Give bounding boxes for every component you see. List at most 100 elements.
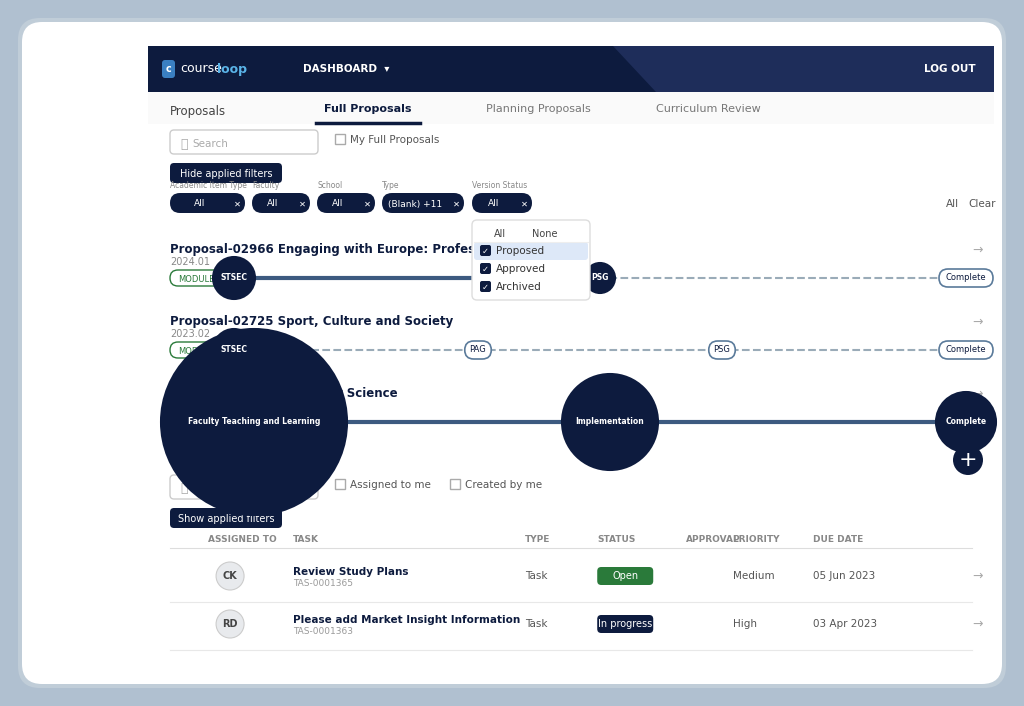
- Text: TAS-0001365: TAS-0001365: [293, 580, 352, 589]
- Text: 05 Jun 2023: 05 Jun 2023: [813, 571, 876, 581]
- Text: ✕: ✕: [520, 200, 527, 208]
- Text: Planning Proposals: Planning Proposals: [485, 104, 591, 114]
- Text: All: All: [333, 200, 344, 208]
- Text: High: High: [732, 619, 757, 629]
- Text: Complete: Complete: [945, 417, 986, 426]
- Circle shape: [161, 329, 347, 515]
- Text: →: →: [973, 570, 983, 582]
- Bar: [148, 46, 994, 92]
- Text: Full Proposals: Full Proposals: [325, 104, 412, 114]
- Text: My Full Proposals: My Full Proposals: [350, 135, 439, 145]
- Text: Academic Item Type: Academic Item Type: [170, 181, 247, 190]
- Text: 2022.02: 2022.02: [170, 401, 210, 411]
- Text: MODULE: MODULE: [178, 347, 214, 356]
- Text: Medium: Medium: [732, 571, 774, 581]
- Text: ✕: ✕: [364, 200, 371, 208]
- Circle shape: [216, 610, 244, 638]
- FancyBboxPatch shape: [18, 18, 1006, 688]
- Text: None: None: [532, 229, 557, 239]
- Text: All: All: [488, 200, 500, 208]
- Text: RD: RD: [222, 619, 238, 629]
- Text: TYPE: TYPE: [525, 535, 551, 544]
- FancyBboxPatch shape: [472, 220, 590, 300]
- Text: Version Status: Version Status: [472, 181, 527, 190]
- Text: →: →: [973, 316, 983, 328]
- Text: Faculty Teaching and Learning: Faculty Teaching and Learning: [187, 417, 321, 426]
- Circle shape: [585, 263, 615, 293]
- FancyBboxPatch shape: [472, 193, 532, 213]
- Text: All: All: [194, 200, 205, 208]
- Text: course: course: [180, 63, 222, 76]
- Text: Search: Search: [193, 139, 228, 149]
- Text: APPROVAL: APPROVAL: [686, 535, 739, 544]
- Circle shape: [936, 392, 996, 452]
- FancyBboxPatch shape: [170, 193, 245, 213]
- Text: Hide applied filters: Hide applied filters: [180, 169, 272, 179]
- Text: ✓: ✓: [481, 246, 488, 256]
- Text: Faculty: Faculty: [252, 181, 280, 190]
- Text: STSEC: STSEC: [220, 345, 248, 354]
- Text: DASHBOARD  ▾: DASHBOARD ▾: [303, 64, 389, 74]
- FancyBboxPatch shape: [597, 567, 653, 585]
- Text: ✕: ✕: [453, 200, 460, 208]
- Text: STATUS: STATUS: [597, 535, 636, 544]
- Text: DUE DATE: DUE DATE: [813, 535, 863, 544]
- Text: Complete: Complete: [946, 273, 986, 282]
- Circle shape: [216, 562, 244, 590]
- Text: PSG: PSG: [591, 273, 608, 282]
- FancyBboxPatch shape: [170, 163, 282, 183]
- Text: Created by me: Created by me: [465, 480, 542, 490]
- FancyBboxPatch shape: [709, 341, 735, 359]
- Bar: [450, 479, 460, 489]
- Text: Approved: Approved: [496, 264, 546, 274]
- Bar: [148, 46, 994, 680]
- Bar: [335, 479, 345, 489]
- Text: CK: CK: [222, 571, 238, 581]
- Text: Search: Search: [193, 483, 228, 493]
- Text: ASSIGNED TO: ASSIGNED TO: [208, 535, 276, 544]
- Text: ⌕: ⌕: [180, 138, 187, 150]
- Bar: [148, 92, 994, 124]
- Text: All: All: [946, 199, 959, 209]
- Text: 2024.01: 2024.01: [170, 257, 210, 267]
- Text: loop: loop: [217, 63, 247, 76]
- Text: Proposed: Proposed: [496, 246, 544, 256]
- Text: 03 Apr 2023: 03 Apr 2023: [813, 619, 878, 629]
- Text: ✓: ✓: [481, 265, 488, 273]
- Text: →: →: [973, 244, 983, 256]
- Text: ⌕: ⌕: [180, 481, 187, 494]
- Text: Task: Task: [525, 571, 548, 581]
- Text: STSEC: STSEC: [220, 273, 248, 282]
- FancyBboxPatch shape: [252, 193, 310, 213]
- Circle shape: [213, 329, 255, 371]
- FancyBboxPatch shape: [170, 414, 242, 430]
- Text: School: School: [317, 181, 342, 190]
- Circle shape: [953, 445, 983, 475]
- Text: TAS-0001363: TAS-0001363: [293, 628, 352, 637]
- Text: Show applied filters: Show applied filters: [178, 514, 274, 524]
- Text: Complete: Complete: [946, 345, 986, 354]
- FancyBboxPatch shape: [170, 270, 222, 286]
- Text: MODULE: MODULE: [178, 275, 214, 284]
- Text: ✕: ✕: [233, 200, 241, 208]
- Text: Assigned to me: Assigned to me: [350, 480, 431, 490]
- Bar: [335, 134, 345, 144]
- FancyBboxPatch shape: [465, 341, 492, 359]
- FancyBboxPatch shape: [382, 193, 464, 213]
- Polygon shape: [613, 46, 994, 92]
- Text: Archived: Archived: [496, 282, 542, 292]
- FancyBboxPatch shape: [597, 615, 653, 633]
- Text: Review Study Plans: Review Study Plans: [293, 567, 409, 577]
- Text: PAG: PAG: [470, 345, 486, 354]
- Text: Proposal-03038 Computer Science: Proposal-03038 Computer Science: [170, 388, 397, 400]
- Text: Clear: Clear: [968, 199, 995, 209]
- Text: PRIORITY: PRIORITY: [732, 535, 780, 544]
- FancyBboxPatch shape: [170, 508, 282, 528]
- FancyBboxPatch shape: [474, 242, 588, 260]
- Text: (Blank) +11: (Blank) +11: [388, 200, 442, 208]
- Text: Task: Task: [525, 619, 548, 629]
- Circle shape: [213, 257, 255, 299]
- Text: Please add Market Insight Information: Please add Market Insight Information: [293, 615, 520, 625]
- FancyBboxPatch shape: [480, 263, 490, 274]
- Text: ✓: ✓: [481, 282, 488, 292]
